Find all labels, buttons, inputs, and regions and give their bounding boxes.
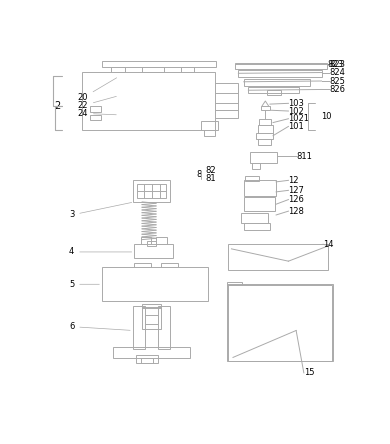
Bar xyxy=(90,106,101,112)
Text: 103: 103 xyxy=(289,99,304,108)
Text: 127: 127 xyxy=(289,186,304,195)
Bar xyxy=(135,244,173,258)
Text: 128: 128 xyxy=(289,206,304,216)
Text: 81: 81 xyxy=(205,174,216,183)
Text: 5: 5 xyxy=(69,280,99,289)
Text: 811: 811 xyxy=(296,152,312,161)
Bar xyxy=(267,90,281,95)
Bar xyxy=(244,79,310,86)
Bar xyxy=(258,139,271,145)
Bar xyxy=(241,213,268,223)
Text: 24: 24 xyxy=(78,109,116,118)
Text: 22: 22 xyxy=(78,96,116,110)
Bar xyxy=(140,237,151,244)
Text: 826: 826 xyxy=(329,85,345,94)
Bar xyxy=(200,121,218,130)
Text: 10: 10 xyxy=(321,112,331,121)
Text: 15: 15 xyxy=(304,369,314,377)
Bar xyxy=(238,70,321,77)
Bar xyxy=(82,72,214,130)
Bar xyxy=(259,119,271,125)
Text: 3: 3 xyxy=(69,202,132,219)
Text: 82: 82 xyxy=(205,166,216,175)
Bar xyxy=(244,180,276,196)
Bar xyxy=(215,83,238,110)
Text: 1021: 1021 xyxy=(289,114,309,123)
Bar xyxy=(228,285,332,361)
Bar xyxy=(261,106,270,110)
Bar xyxy=(250,152,277,163)
Bar xyxy=(245,176,259,181)
Text: 8: 8 xyxy=(196,170,201,179)
Text: 2: 2 xyxy=(54,101,60,111)
Bar xyxy=(142,304,161,308)
Bar xyxy=(90,115,101,119)
Text: 825: 825 xyxy=(329,76,345,86)
Bar xyxy=(142,67,164,72)
Bar xyxy=(244,223,270,230)
Bar xyxy=(156,237,167,244)
Bar xyxy=(256,133,273,139)
Bar xyxy=(102,267,208,301)
Bar xyxy=(161,263,177,267)
Text: 4: 4 xyxy=(69,247,132,257)
Bar xyxy=(181,67,195,72)
Bar xyxy=(234,63,327,69)
Text: 14: 14 xyxy=(323,240,333,249)
Bar xyxy=(204,130,215,136)
Bar xyxy=(252,163,260,169)
Bar xyxy=(215,110,238,118)
Bar xyxy=(145,315,158,324)
Bar xyxy=(102,61,216,67)
Bar xyxy=(136,355,158,363)
Bar xyxy=(140,358,153,363)
Bar xyxy=(147,241,156,246)
Bar xyxy=(248,87,299,93)
Bar xyxy=(137,184,166,198)
Text: 126: 126 xyxy=(289,195,304,204)
Text: 823: 823 xyxy=(327,59,343,68)
Bar xyxy=(227,282,242,285)
Bar xyxy=(111,67,125,72)
Text: 12: 12 xyxy=(289,176,299,185)
Bar xyxy=(142,307,161,329)
Bar xyxy=(133,306,145,349)
Bar xyxy=(227,284,333,361)
Text: 20: 20 xyxy=(78,78,117,103)
Text: 102: 102 xyxy=(289,107,304,115)
Bar xyxy=(244,197,275,211)
Text: 824: 824 xyxy=(329,68,345,77)
Bar xyxy=(229,244,328,270)
Bar xyxy=(113,347,190,358)
Text: 101: 101 xyxy=(289,122,304,131)
Bar xyxy=(158,306,170,349)
Bar xyxy=(258,125,273,133)
Text: 6: 6 xyxy=(69,322,130,331)
Bar xyxy=(133,180,170,202)
Text: 823: 823 xyxy=(329,59,345,68)
Bar xyxy=(135,263,151,267)
